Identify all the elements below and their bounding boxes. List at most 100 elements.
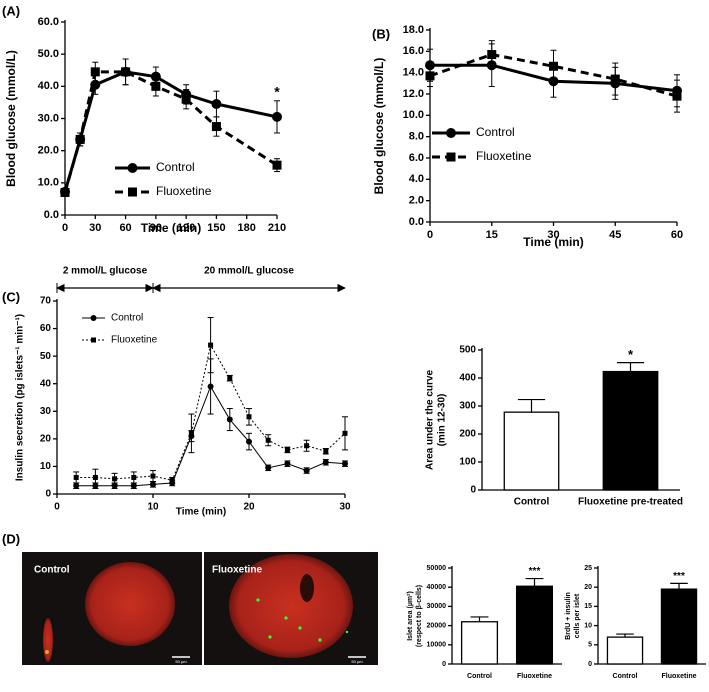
islet: [43, 618, 53, 662]
bar: [503, 411, 560, 491]
cell-spot: [45, 650, 49, 654]
bar: [515, 585, 554, 665]
x-tick-label: 210: [268, 222, 286, 234]
x-tick-label: 90: [150, 222, 162, 234]
y-tick-label: 50: [40, 351, 52, 362]
y-tick-label: 6.0: [409, 152, 424, 164]
marker: [425, 71, 435, 81]
x-tick-label: Fluoxetine: [517, 673, 552, 680]
x-tick-label: 0: [427, 229, 433, 241]
cell-spot: [345, 630, 349, 634]
legend-marker: [91, 337, 96, 343]
y-tick-label: 30: [40, 406, 52, 417]
micrograph-label: Control: [34, 565, 70, 576]
legend-label: Fluoxetine: [476, 149, 532, 163]
islet: [85, 562, 175, 646]
y-tick-label: 0: [588, 661, 592, 668]
legend-marker: [446, 152, 456, 162]
marker: [75, 134, 85, 144]
marker: [150, 481, 156, 488]
annotation: *: [274, 84, 280, 100]
series-line: [63, 70, 278, 193]
y-axis-label: Islet area (µm²): [407, 591, 414, 641]
y-tick-label: 20: [584, 584, 592, 591]
legend-label: Control: [476, 125, 515, 139]
y-tick-label: 15: [584, 603, 592, 610]
x-tick-label: Fluoxetine pre-treated: [578, 497, 683, 508]
marker: [92, 474, 98, 480]
y-tick-label: 30.0: [38, 112, 59, 124]
y-tick-label: 20: [40, 433, 52, 444]
y-tick-label: 0: [45, 489, 51, 500]
scale-bar-label: 50 µm: [351, 659, 363, 664]
marker: [207, 383, 214, 390]
y-tick-label: 400: [459, 373, 476, 384]
x-tick-label: 0: [54, 502, 60, 513]
x-tick-label: 20: [243, 502, 255, 513]
marker: [211, 122, 221, 132]
y-tick-label: 0.0: [44, 209, 59, 221]
legend-label: Fluoxetine: [156, 184, 212, 198]
marker: [322, 459, 329, 466]
y-axis-label: cells per islet: [574, 593, 581, 638]
y-tick-label: 4.0: [409, 173, 424, 185]
y-tick-label: 10.0: [38, 177, 59, 189]
y-tick-label: 0: [442, 661, 446, 668]
x-tick-label: 30: [547, 229, 559, 241]
panel-label: (A): [2, 3, 20, 18]
marker: [130, 482, 137, 489]
y-tick-label: 70: [40, 296, 52, 307]
legend-label: Control: [156, 160, 195, 174]
islet: [229, 554, 353, 658]
y-tick-label: 50000: [427, 565, 447, 572]
cell-spot: [298, 626, 302, 630]
marker: [112, 476, 118, 482]
y-tick-label: 12.0: [403, 88, 424, 100]
micrograph-label: Fluoxetine: [212, 565, 262, 576]
marker: [60, 187, 70, 197]
x-axis-label: Time (min): [523, 235, 583, 249]
marker: [610, 74, 620, 84]
legend-marker: [90, 315, 97, 321]
cell-spot: [256, 598, 260, 602]
series-line: [63, 70, 278, 193]
y-tick-label: 0: [470, 485, 476, 496]
panel-label: (D): [2, 531, 20, 546]
marker: [188, 430, 194, 436]
legend-marker: [128, 187, 137, 197]
y-tick-label: 0.0: [409, 216, 424, 228]
y-tick-label: 40: [40, 378, 52, 389]
x-tick-label: 150: [207, 222, 225, 234]
y-tick-label: 200: [459, 429, 476, 440]
y-tick-label: 5: [588, 642, 592, 649]
significance: *: [628, 347, 634, 362]
legend-label: Control: [111, 313, 143, 324]
marker: [265, 437, 271, 443]
y-tick-label: 8.0: [409, 131, 424, 143]
legend-marker: [446, 128, 456, 138]
cell-spot: [268, 635, 272, 639]
marker: [672, 91, 682, 101]
marker: [487, 50, 497, 60]
marker: [90, 67, 100, 77]
y-axis-label: (min 12-30): [437, 394, 448, 447]
y-tick-label: 300: [459, 401, 476, 412]
y-tick-label: 20.0: [38, 145, 59, 157]
bar: [602, 370, 659, 491]
annotation: 20 mmol/L glucose: [204, 266, 294, 277]
x-axis-label: Time (min): [141, 221, 201, 235]
marker: [272, 111, 282, 122]
x-tick-label: 0: [62, 222, 68, 234]
marker: [150, 473, 156, 479]
y-tick-label: 500: [459, 345, 476, 356]
micrograph-panel: Control 50 µm Fluoxetine 50 µm: [22, 552, 378, 665]
y-tick-label: 2.0: [409, 195, 424, 207]
y-tick-label: 60.0: [38, 16, 59, 28]
y-tick-label: 14.0: [403, 67, 424, 79]
x-tick-label: Fluoxetine: [661, 673, 696, 680]
marker: [211, 99, 222, 110]
marker: [304, 443, 310, 449]
annotation: 2 mmol/L glucose: [63, 266, 148, 277]
